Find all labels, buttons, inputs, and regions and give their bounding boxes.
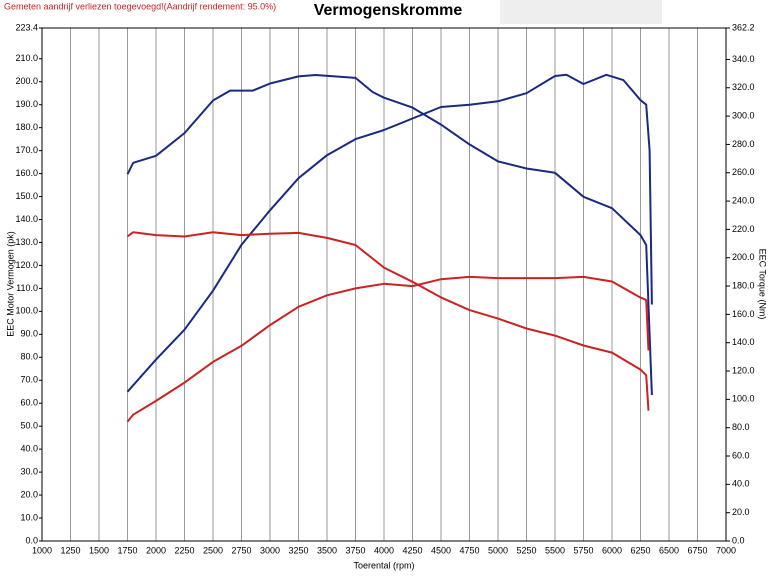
- x-tick-label: 3000: [260, 545, 280, 555]
- y-tick-label: 130.0: [15, 237, 38, 247]
- y-tick-label: 140.0: [15, 214, 38, 224]
- x-tick-label: 2000: [146, 545, 166, 555]
- y2-tick-label: 362.2: [732, 22, 755, 32]
- y2-tick-label: 340.0: [732, 54, 755, 64]
- x-tick-label: 2750: [231, 545, 251, 555]
- y-tick-label: 60.0: [20, 398, 38, 408]
- y-tick-label: 223.4: [15, 22, 38, 32]
- y2-tick-label: 220.0: [732, 224, 755, 234]
- y-tick-label: 210.0: [15, 53, 38, 63]
- x-tick-label: 6250: [630, 545, 650, 555]
- data-line: [126, 74, 653, 396]
- data-line: [126, 73, 653, 393]
- subtitle: Gemeten aandrijf verliezen toegevoegd!(A…: [4, 1, 276, 11]
- y-tick-label: 180.0: [15, 122, 38, 132]
- y2-tick-label: 240.0: [732, 195, 755, 205]
- y2-tick-label: 100.0: [732, 394, 755, 404]
- x-tick-label: 5250: [516, 545, 536, 555]
- y2-tick-label: 0.0: [732, 535, 745, 545]
- y-tick-label: 10.0: [20, 512, 38, 522]
- y2-tick-label: 280.0: [732, 139, 755, 149]
- y-tick-label: 200.0: [15, 76, 38, 86]
- y2-tick-label: 20.0: [732, 507, 750, 517]
- data-line: [126, 231, 650, 411]
- x-tick-label: 3250: [288, 545, 308, 555]
- y2-tick-label: 60.0: [732, 450, 750, 460]
- x-tick-label: 4500: [431, 545, 451, 555]
- x-tick-label: 6750: [687, 545, 707, 555]
- x-tick-label: 2500: [203, 545, 223, 555]
- y2-tick-label: 320.0: [732, 82, 755, 92]
- y2-tick-label: 180.0: [732, 280, 755, 290]
- y2-tick-label: 80.0: [732, 422, 750, 432]
- x-tick-label: 5500: [545, 545, 565, 555]
- x-tick-label: 3750: [345, 545, 365, 555]
- x-tick-label: 3500: [317, 545, 337, 555]
- x-tick-label: 2250: [174, 545, 194, 555]
- y-tick-label: 70.0: [20, 375, 38, 385]
- x-axis-label: Toerental (rpm): [353, 560, 414, 570]
- x-tick-label: 1250: [60, 545, 80, 555]
- x-tick-label: 5750: [573, 545, 593, 555]
- y2-tick-label: 300.0: [732, 110, 755, 120]
- y2-tick-label: 260.0: [732, 167, 755, 177]
- chart-title: Vermogenskromme: [314, 2, 463, 19]
- x-tick-label: 4750: [459, 545, 479, 555]
- y-tick-label: 40.0: [20, 444, 38, 454]
- y2-tick-label: 200.0: [732, 252, 755, 262]
- y2-axis-label: EEC Torque (Nm): [758, 249, 768, 320]
- y2-tick-label: 160.0: [732, 309, 755, 319]
- header-box: [500, 0, 662, 24]
- y-tick-label: 30.0: [20, 466, 38, 476]
- y-tick-label: 190.0: [15, 99, 38, 109]
- y-tick-label: 50.0: [20, 421, 38, 431]
- x-tick-label: 6000: [602, 545, 622, 555]
- plot-frame: [41, 27, 727, 542]
- x-tick-label: 5000: [488, 545, 508, 555]
- y2-tick-label: 140.0: [732, 337, 755, 347]
- y-tick-label: 90.0: [20, 329, 38, 339]
- y-tick-label: 150.0: [15, 191, 38, 201]
- y-tick-label: 100.0: [15, 306, 38, 316]
- x-tick-label: 4000: [374, 545, 394, 555]
- x-tick-label: 1000: [32, 545, 52, 555]
- x-tick-label: 1750: [117, 545, 137, 555]
- y-tick-label: 20.0: [20, 489, 38, 499]
- y-tick-label: 80.0: [20, 352, 38, 362]
- y-tick-label: 110.0: [16, 283, 38, 293]
- y-tick-label: 170.0: [15, 145, 38, 155]
- x-tick-label: 4250: [402, 545, 422, 555]
- x-tick-label: 1500: [89, 545, 109, 555]
- x-tick-label: 7000: [716, 545, 736, 555]
- y-axis-label: EEC Motor Vermogen (pk): [5, 231, 15, 337]
- y-tick-label: 160.0: [15, 168, 38, 178]
- y2-tick-label: 120.0: [732, 365, 755, 375]
- data-line: [126, 275, 650, 423]
- x-tick-label: 6500: [659, 545, 679, 555]
- y-tick-label: 0.0: [25, 535, 38, 545]
- y-tick-label: 120.0: [15, 260, 38, 270]
- y2-tick-label: 40.0: [732, 479, 750, 489]
